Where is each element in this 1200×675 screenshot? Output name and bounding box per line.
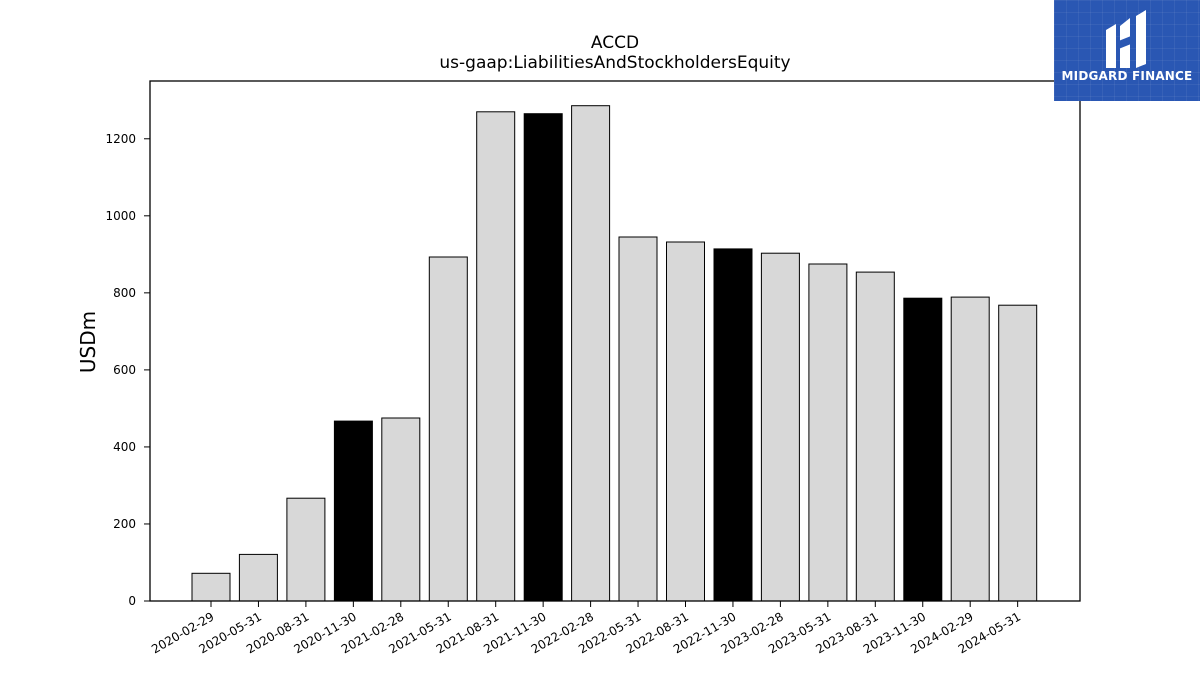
brand-logo: MIDGARD FINANCE <box>1054 0 1200 101</box>
y-tick-label: 1200 <box>105 132 136 146</box>
bar-2022-11-30 <box>713 248 753 602</box>
bar-2023-05-31 <box>808 263 848 602</box>
logo-text: MIDGARD FINANCE <box>1061 69 1193 83</box>
bar-2023-08-31 <box>855 271 895 602</box>
bars-layer <box>191 105 1038 602</box>
bar-2020-02-29 <box>191 572 231 602</box>
midgard-logo-icon <box>1106 10 1146 68</box>
bar-2021-05-31 <box>428 256 468 602</box>
plot-frame <box>149 80 1081 602</box>
y-tick-label: 200 <box>113 517 136 531</box>
bar-2020-05-31 <box>238 553 278 602</box>
bar-2024-05-31 <box>998 304 1038 602</box>
bar-2022-02-28 <box>571 105 611 602</box>
y-tick-label: 600 <box>113 363 136 377</box>
bar-2022-08-31 <box>666 241 705 602</box>
bar-2020-11-30 <box>333 420 373 602</box>
y-tick-label: 0 <box>128 594 136 608</box>
bar-2020-08-31 <box>286 497 326 602</box>
chart-title: ACCD <box>591 33 639 53</box>
y-tick-label: 800 <box>113 286 136 300</box>
bar-2021-08-31 <box>476 111 516 602</box>
y-axis-label: USDm <box>76 311 100 373</box>
bar-2022-05-31 <box>618 236 658 602</box>
bar-2023-02-28 <box>760 252 800 602</box>
bar-2024-02-29 <box>950 296 990 602</box>
bar-2021-02-28 <box>381 417 421 602</box>
y-tick-label: 400 <box>113 440 136 454</box>
y-tick-label: 1000 <box>105 209 136 223</box>
bar-2023-11-30 <box>903 297 943 602</box>
chart-subtitle: us-gaap:LiabilitiesAndStockholdersEquity <box>439 53 790 73</box>
x-axis: 2020-02-292020-05-312020-08-312020-11-30… <box>149 601 1023 656</box>
bar-2021-11-30 <box>523 113 563 602</box>
y-axis: 0 200 400 600 800 1000 1200 <box>105 132 150 608</box>
